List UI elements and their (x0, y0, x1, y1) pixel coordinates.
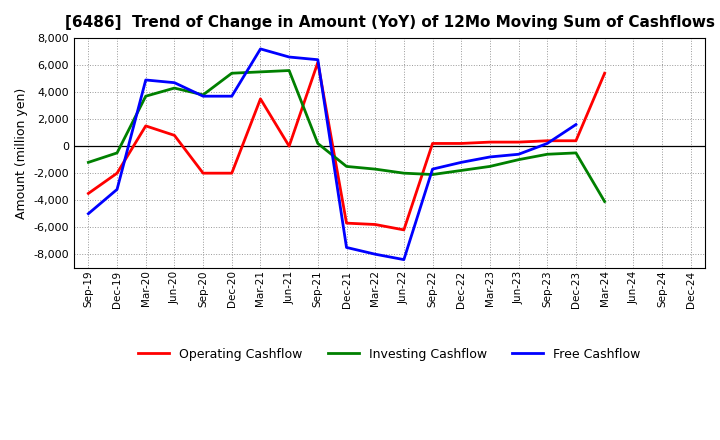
Free Cashflow (228, 94, 236, 99)
Free Cashflow (170, 80, 179, 85)
Investing Cashflow (600, 199, 609, 204)
Operating Cashflow (228, 171, 236, 176)
Operating Cashflow (457, 141, 466, 146)
Operating Cashflow (170, 133, 179, 138)
Investing Cashflow (170, 85, 179, 91)
Investing Cashflow (457, 168, 466, 173)
Investing Cashflow (256, 69, 265, 74)
Title: [6486]  Trend of Change in Amount (YoY) of 12Mo Moving Sum of Cashflows: [6486] Trend of Change in Amount (YoY) o… (65, 15, 714, 30)
Free Cashflow (313, 57, 322, 62)
Investing Cashflow (141, 94, 150, 99)
Free Cashflow (199, 94, 207, 99)
Operating Cashflow (113, 171, 122, 176)
Operating Cashflow (543, 138, 552, 143)
Free Cashflow (543, 141, 552, 146)
Operating Cashflow (371, 222, 379, 227)
Operating Cashflow (199, 171, 207, 176)
Investing Cashflow (572, 150, 580, 156)
Operating Cashflow (400, 227, 408, 232)
Free Cashflow (485, 154, 494, 160)
Investing Cashflow (313, 141, 322, 146)
Operating Cashflow (514, 139, 523, 145)
Free Cashflow (514, 152, 523, 157)
Investing Cashflow (84, 160, 93, 165)
Investing Cashflow (543, 152, 552, 157)
Investing Cashflow (428, 172, 437, 177)
Legend: Operating Cashflow, Investing Cashflow, Free Cashflow: Operating Cashflow, Investing Cashflow, … (133, 343, 646, 366)
Operating Cashflow (342, 220, 351, 226)
Line: Free Cashflow: Free Cashflow (89, 49, 576, 260)
Line: Operating Cashflow: Operating Cashflow (89, 62, 605, 230)
Free Cashflow (572, 122, 580, 127)
Investing Cashflow (285, 68, 294, 73)
Investing Cashflow (400, 171, 408, 176)
Free Cashflow (342, 245, 351, 250)
Operating Cashflow (600, 70, 609, 76)
Investing Cashflow (199, 92, 207, 98)
Operating Cashflow (313, 60, 322, 65)
Free Cashflow (256, 46, 265, 51)
Free Cashflow (400, 257, 408, 262)
Operating Cashflow (256, 96, 265, 102)
Free Cashflow (428, 166, 437, 172)
Investing Cashflow (228, 70, 236, 76)
Y-axis label: Amount (million yen): Amount (million yen) (15, 87, 28, 219)
Operating Cashflow (485, 139, 494, 145)
Free Cashflow (371, 252, 379, 257)
Free Cashflow (141, 77, 150, 83)
Operating Cashflow (84, 191, 93, 196)
Investing Cashflow (371, 166, 379, 172)
Line: Investing Cashflow: Investing Cashflow (89, 70, 605, 202)
Operating Cashflow (572, 138, 580, 143)
Free Cashflow (113, 187, 122, 192)
Investing Cashflow (514, 157, 523, 162)
Investing Cashflow (485, 164, 494, 169)
Free Cashflow (285, 55, 294, 60)
Free Cashflow (457, 160, 466, 165)
Operating Cashflow (428, 141, 437, 146)
Free Cashflow (84, 211, 93, 216)
Investing Cashflow (342, 164, 351, 169)
Operating Cashflow (141, 123, 150, 128)
Investing Cashflow (113, 150, 122, 156)
Operating Cashflow (285, 143, 294, 149)
